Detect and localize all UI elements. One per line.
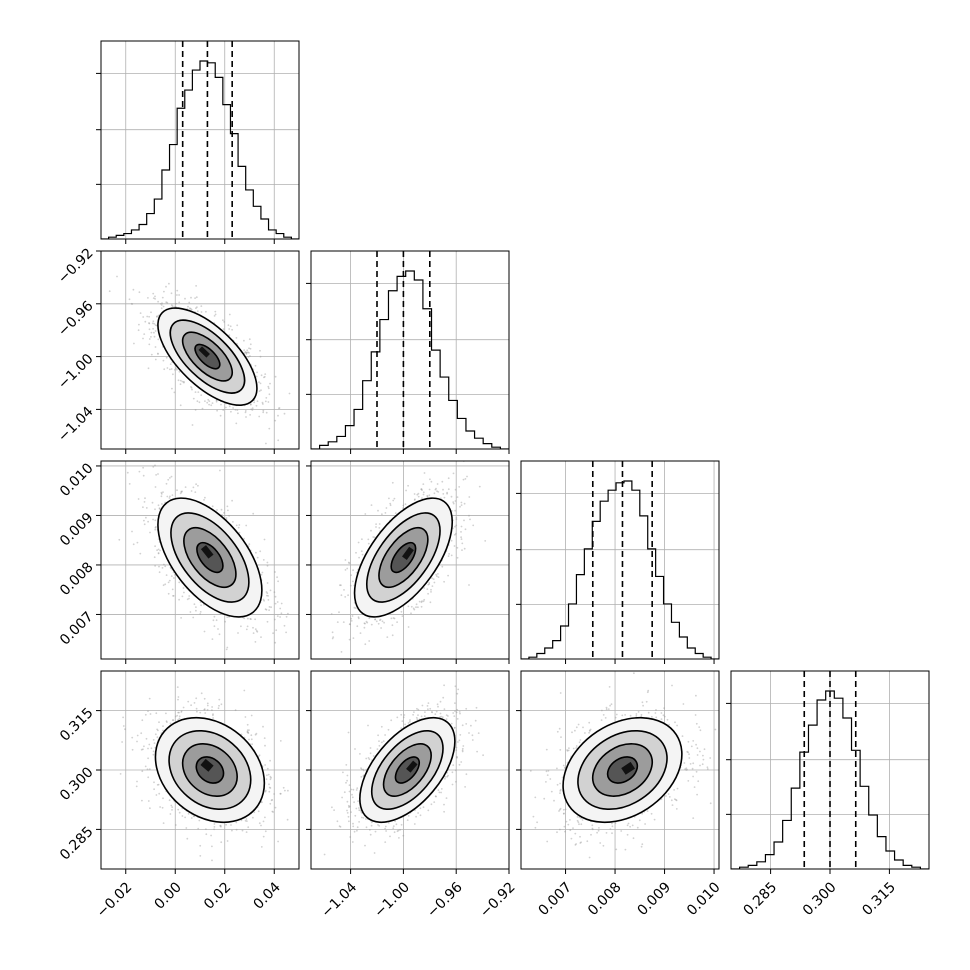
contour-line xyxy=(370,729,444,811)
x-tick-label: −0.02 xyxy=(94,879,136,921)
x-tick-label: 0.010 xyxy=(684,879,724,919)
contour-line xyxy=(359,716,456,824)
contour-line xyxy=(353,497,454,618)
histogram-step xyxy=(521,480,719,659)
x-tick-label: 0.315 xyxy=(859,879,899,919)
y-tick-label: 0.008 xyxy=(57,559,97,599)
contour-line xyxy=(606,756,639,784)
scatter-panel-2-0: 0.007 0.008 0.009 0.010 xyxy=(57,460,300,664)
x-tick-label: −1.00 xyxy=(371,879,413,921)
scatter-panel-3-0: 0.285 0.300 0.315 −0.02 0.00 0.02 0.04 xyxy=(57,670,300,921)
density-contours xyxy=(154,716,266,824)
contour-line xyxy=(181,743,238,797)
contour-line xyxy=(591,743,653,797)
panel-frame xyxy=(310,460,510,660)
contour-line xyxy=(157,497,263,618)
histogram-panel-3: 0.285 0.300 0.315 xyxy=(726,670,930,919)
panel-frame xyxy=(520,670,720,870)
y-tick-label: −1.00 xyxy=(55,351,97,393)
y-tick-label: 0.010 xyxy=(57,460,97,500)
y-tick-label: 0.285 xyxy=(57,824,97,864)
x-tick-label: −1.04 xyxy=(319,879,361,921)
x-tick-label: 0.009 xyxy=(634,879,674,919)
panel-frame xyxy=(100,250,300,450)
scatter-panel-3-2: 0.007 0.008 0.009 0.010 xyxy=(516,670,724,919)
histogram-panel-2 xyxy=(516,460,720,664)
density-contours xyxy=(359,716,456,824)
y-tick-label: 0.315 xyxy=(57,705,97,745)
panel-frame xyxy=(520,460,720,660)
contour-line xyxy=(562,716,683,824)
density-peak xyxy=(402,546,414,560)
density-peak xyxy=(200,758,214,772)
contour-line xyxy=(382,743,432,797)
histogram-panel-1 xyxy=(306,250,510,454)
x-tick-label: −0.92 xyxy=(477,879,519,921)
histogram-panel-0 xyxy=(96,40,300,244)
density-contours xyxy=(353,497,454,618)
density-contours xyxy=(157,307,258,406)
panel-frame xyxy=(310,670,510,870)
panel-frame xyxy=(100,460,300,660)
contour-line xyxy=(170,512,250,603)
contour-line xyxy=(154,716,266,824)
contour-line xyxy=(577,729,668,811)
contour-line xyxy=(181,331,233,382)
panel-frame xyxy=(310,250,510,450)
contour-line xyxy=(390,541,417,574)
x-tick-label: 0.285 xyxy=(741,879,781,919)
scatter-panel-3-1: −1.04 −1.00 −0.96 −0.92 xyxy=(306,670,519,921)
contour-line xyxy=(157,307,258,406)
panel-frame xyxy=(100,670,300,870)
x-tick-label: 0.00 xyxy=(152,879,185,912)
density-peak xyxy=(621,761,636,775)
contour-line xyxy=(194,343,221,370)
contour-line xyxy=(394,756,421,784)
y-tick-label: −0.96 xyxy=(55,298,97,340)
scatter-panel-1-0: −1.04 −1.00 −0.96 −0.92 xyxy=(55,245,300,454)
x-tick-label: 0.008 xyxy=(585,879,625,919)
contour-line xyxy=(183,527,237,589)
x-tick-label: 0.02 xyxy=(201,879,234,912)
x-tick-label: −0.96 xyxy=(424,879,466,921)
x-tick-label: 0.300 xyxy=(800,879,840,919)
y-tick-label: 0.009 xyxy=(57,510,97,550)
contour-line xyxy=(169,319,246,394)
contour-line xyxy=(196,541,224,574)
contour-line xyxy=(168,729,252,811)
panel-frame xyxy=(100,40,300,240)
density-peak xyxy=(406,760,418,773)
histogram-step xyxy=(101,60,299,239)
contour-line xyxy=(365,512,441,603)
y-tick-label: 0.300 xyxy=(57,764,97,804)
x-tick-label: 0.04 xyxy=(251,879,284,912)
panel-frame xyxy=(730,670,930,870)
density-contours xyxy=(157,497,263,618)
y-tick-label: −0.92 xyxy=(55,245,97,287)
y-tick-label: −1.04 xyxy=(55,404,97,446)
x-tick-label: 0.007 xyxy=(535,879,575,919)
density-peak xyxy=(200,545,214,559)
histogram-step xyxy=(311,270,509,449)
density-peak xyxy=(198,346,210,358)
contour-line xyxy=(378,527,429,589)
contour-line xyxy=(195,756,225,784)
density-contours xyxy=(562,716,683,824)
scatter-panel-2-1 xyxy=(306,460,510,664)
y-tick-label: 0.007 xyxy=(57,609,97,649)
